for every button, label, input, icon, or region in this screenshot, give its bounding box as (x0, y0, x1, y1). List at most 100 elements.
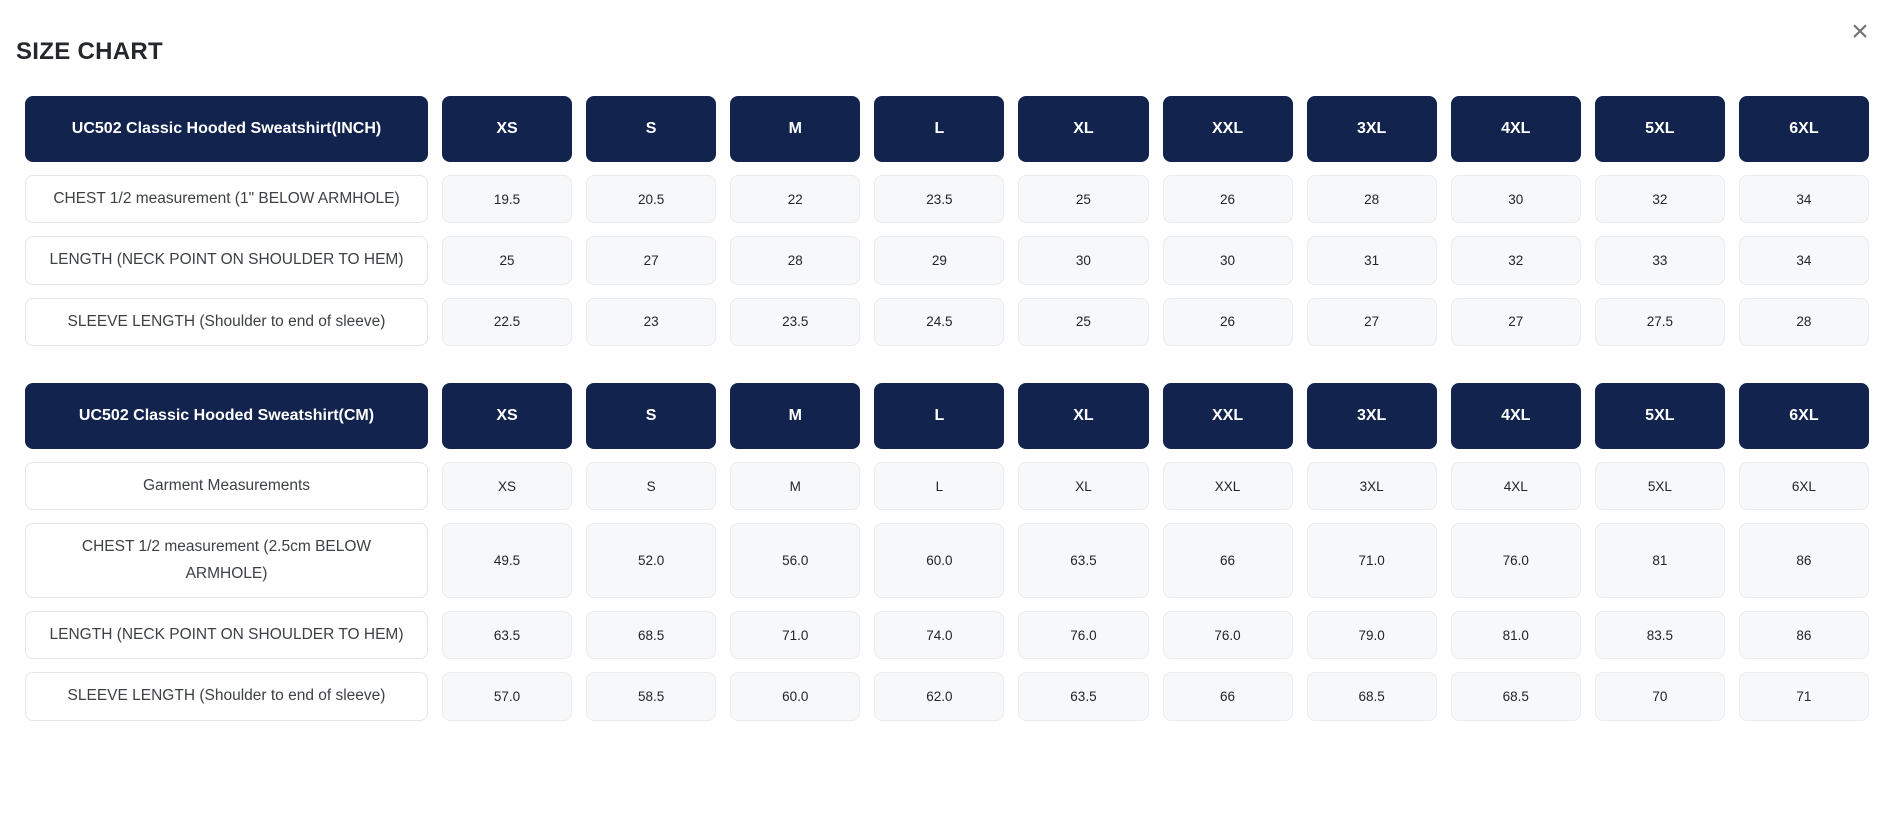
close-icon[interactable]: × (1840, 12, 1880, 52)
size-header-cell: XS (442, 96, 573, 162)
value-cell: 6XL (1738, 462, 1869, 511)
size-header-cell: 4XL (1450, 383, 1581, 450)
table-title-cell-inch: UC502 Classic Hooded Sweatshirt(INCH) (25, 96, 428, 162)
value-cell: 60.0 (874, 523, 1005, 599)
size-header-cell: S (586, 383, 717, 450)
row-label: CHEST 1/2 measurement (1" BELOW ARMHOLE) (25, 175, 428, 224)
value-cell: 86 (1738, 611, 1869, 660)
value-cell: 23.5 (874, 175, 1005, 224)
value-cell: 27.5 (1594, 297, 1725, 347)
value-cell: 68.5 (1450, 672, 1581, 721)
value-cell: 66 (1162, 672, 1293, 721)
size-header-cell: L (874, 96, 1005, 162)
size-header-cell: XXL (1162, 383, 1293, 450)
size-header-cell: 3XL (1306, 96, 1437, 162)
value-cell: 24.5 (874, 297, 1005, 347)
row-label: Garment Measurements (25, 462, 428, 511)
size-header-cell: 5XL (1594, 96, 1725, 162)
size-header-cell: M (730, 383, 861, 450)
page-title: SIZE CHART (16, 38, 163, 66)
value-cell: 23 (586, 297, 717, 347)
value-cell: 4XL (1450, 462, 1581, 511)
value-cell: 32 (1594, 175, 1725, 224)
value-cell: 58.5 (586, 672, 717, 721)
value-cell: 71.0 (730, 611, 861, 660)
row-label: CHEST 1/2 measurement (2.5cm BELOW ARMHO… (25, 523, 428, 599)
value-cell: 26 (1162, 297, 1293, 347)
value-cell: 28 (1306, 175, 1437, 224)
value-cell: 71 (1738, 672, 1869, 721)
size-table-cm: UC502 Classic Hooded Sweatshirt(CM) XS S M L… (25, 383, 1869, 721)
value-cell: 63.5 (442, 611, 573, 660)
value-cell: 34 (1738, 175, 1869, 224)
value-cell: M (730, 462, 861, 511)
value-cell: 60.0 (730, 672, 861, 721)
value-cell: 76.0 (1162, 611, 1293, 660)
value-cell: 34 (1738, 236, 1869, 285)
value-cell: 62.0 (874, 672, 1005, 721)
size-header-cell: XXL (1162, 96, 1293, 162)
size-header-cell: 5XL (1594, 383, 1725, 450)
value-cell: 52.0 (586, 523, 717, 599)
size-tables-container: UC502 Classic Hooded Sweatshirt(INCH) XS S… (25, 96, 1869, 721)
size-header-cell: 4XL (1450, 96, 1581, 162)
value-cell: 30 (1018, 236, 1149, 285)
size-header-cell: XS (442, 383, 573, 450)
value-cell: 26 (1162, 175, 1293, 224)
value-cell: 20.5 (586, 175, 717, 224)
value-cell: 79.0 (1306, 611, 1437, 660)
value-cell: 31 (1306, 236, 1437, 285)
value-cell: 74.0 (874, 611, 1005, 660)
value-cell: 33 (1594, 236, 1725, 285)
value-cell: 66 (1162, 523, 1293, 599)
value-cell: 81 (1594, 523, 1725, 599)
value-cell: 76.0 (1450, 523, 1581, 599)
value-cell: 19.5 (442, 175, 573, 224)
size-header-cell: 6XL (1738, 96, 1869, 162)
value-cell: XS (442, 462, 573, 511)
value-cell: 22 (730, 175, 861, 224)
size-header-cell: 3XL (1306, 383, 1437, 450)
value-cell: 76.0 (1018, 611, 1149, 660)
row-label: SLEEVE LENGTH (Shoulder to end of sleeve… (25, 672, 428, 721)
value-cell: 81.0 (1450, 611, 1581, 660)
value-cell: 28 (730, 236, 861, 285)
value-cell: 28 (1738, 297, 1869, 347)
size-header-cell: S (586, 96, 717, 162)
value-cell: 71.0 (1306, 523, 1437, 599)
value-cell: 3XL (1306, 462, 1437, 511)
value-cell: 68.5 (586, 611, 717, 660)
value-cell: 27 (1450, 297, 1581, 347)
size-header-cell: L (874, 383, 1005, 450)
value-cell: XXL (1162, 462, 1293, 511)
value-cell: 86 (1738, 523, 1869, 599)
value-cell: 22.5 (442, 297, 573, 347)
value-cell: 29 (874, 236, 1005, 285)
value-cell: 27 (1306, 297, 1437, 347)
value-cell: 63.5 (1018, 523, 1149, 599)
value-cell: 49.5 (442, 523, 573, 599)
value-cell: 70 (1594, 672, 1725, 721)
value-cell: 30 (1162, 236, 1293, 285)
value-cell: 5XL (1594, 462, 1725, 511)
row-label: SLEEVE LENGTH (Shoulder to end of sleeve… (25, 297, 428, 347)
table-title-cell-cm: UC502 Classic Hooded Sweatshirt(CM) (25, 383, 428, 450)
size-table-inch: UC502 Classic Hooded Sweatshirt(INCH) XS S… (25, 96, 1869, 347)
value-cell: 23.5 (730, 297, 861, 347)
value-cell: 27 (586, 236, 717, 285)
value-cell: 25 (1018, 175, 1149, 224)
value-cell: 57.0 (442, 672, 573, 721)
value-cell: 30 (1450, 175, 1581, 224)
row-label: LENGTH (NECK POINT ON SHOULDER TO HEM) (25, 611, 428, 660)
size-header-cell: 6XL (1738, 383, 1869, 450)
value-cell: L (874, 462, 1005, 511)
size-header-cell: XL (1018, 383, 1149, 450)
value-cell: 25 (1018, 297, 1149, 347)
value-cell: 68.5 (1306, 672, 1437, 721)
size-header-cell: M (730, 96, 861, 162)
size-header-cell: XL (1018, 96, 1149, 162)
value-cell: 25 (442, 236, 573, 285)
value-cell: 63.5 (1018, 672, 1149, 721)
value-cell: XL (1018, 462, 1149, 511)
